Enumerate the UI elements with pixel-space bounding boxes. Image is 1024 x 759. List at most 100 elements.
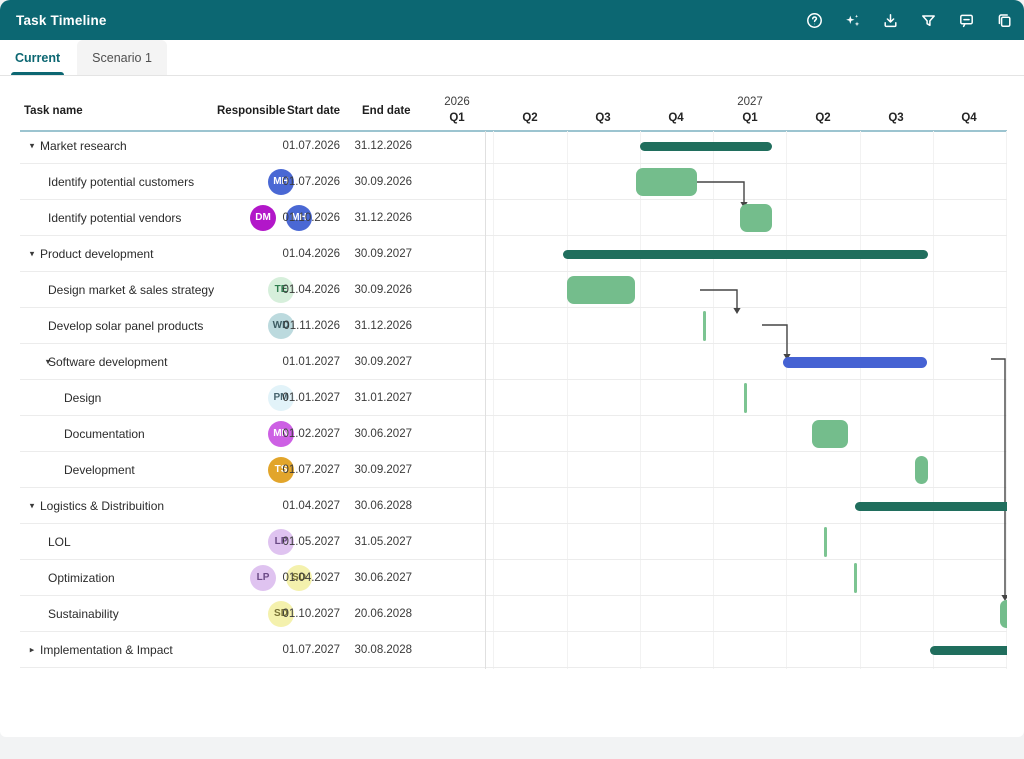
- gantt-bar[interactable]: [854, 563, 857, 593]
- gantt-bar[interactable]: [1000, 600, 1007, 628]
- task-name: Documentation: [64, 426, 145, 441]
- start-date: 01.04.2026: [282, 247, 340, 260]
- end-date: 30.08.2028: [354, 643, 412, 656]
- help-icon[interactable]: [805, 11, 824, 30]
- table-row[interactable]: ▸ Implementation & Impact 01.07.2027 30.08.…: [20, 632, 1007, 668]
- table-row[interactable]: Sustainability SD 01.10.2027 20.06.2028: [20, 596, 1007, 632]
- task-name: Identify potential customers: [48, 174, 195, 189]
- quarter-gridline: [713, 131, 714, 669]
- gantt-bar[interactable]: [855, 501, 1007, 511]
- table-row[interactable]: ▾ Software development 01.01.2027 30.09.202…: [20, 344, 1007, 380]
- gantt-bar[interactable]: [703, 311, 706, 341]
- table-chart-divider: [485, 131, 486, 669]
- table-row[interactable]: Develop solar panel products WD 01.11.2026…: [20, 308, 1007, 344]
- gantt-bar[interactable]: [636, 168, 697, 196]
- quarter-gridline: [933, 131, 934, 669]
- avatar: LP: [250, 564, 276, 591]
- task-name: Design market & sales strategy: [48, 282, 215, 297]
- filter-icon[interactable]: [919, 11, 938, 30]
- end-date: 30.09.2026: [354, 283, 412, 296]
- table-row[interactable]: ▾ Logistics & Distribuition 01.04.2027 30.0…: [20, 488, 1007, 524]
- table-row[interactable]: Optimization LP SD 01.04.2027 30.06.2027: [20, 560, 1007, 596]
- ai-sparkles-icon[interactable]: [843, 11, 862, 30]
- gantt-bar[interactable]: [567, 276, 635, 304]
- start-date: 01.01.2027: [282, 355, 340, 368]
- page-title: Task Timeline: [16, 12, 107, 28]
- collapse-caret-icon[interactable]: ▾: [29, 140, 35, 150]
- start-date: 01.10.2027: [282, 607, 340, 620]
- collapse-caret-icon[interactable]: ▾: [29, 248, 35, 258]
- download-icon[interactable]: [881, 11, 900, 30]
- collapse-caret-icon[interactable]: ▾: [45, 356, 51, 366]
- gantt-bar[interactable]: [930, 645, 1007, 655]
- column-header-end-date: End date: [362, 105, 411, 117]
- toolbar: [805, 11, 1014, 30]
- app-header: Task Timeline: [0, 0, 1024, 40]
- table-row[interactable]: Documentation MN 01.02.2027 30.06.2027: [20, 416, 1007, 452]
- copy-icon[interactable]: [995, 11, 1014, 30]
- start-date: 01.07.2027: [282, 643, 340, 656]
- start-date: 01.10.2026: [282, 211, 340, 224]
- table-row[interactable]: Design PM 01.01.2027 31.01.2027: [20, 380, 1007, 416]
- timeline-quarter-label: Q4: [668, 112, 684, 124]
- expand-caret-icon[interactable]: ▸: [29, 644, 35, 654]
- avatar: DM: [250, 204, 276, 231]
- end-date: 30.06.2027: [354, 571, 412, 584]
- end-date: 30.06.2027: [354, 427, 412, 440]
- avatar: TE: [268, 276, 294, 303]
- scenario-tabs: Current Scenario 1: [0, 40, 1024, 76]
- table-row[interactable]: Development TS 01.07.2027 30.09.2027: [20, 452, 1007, 488]
- connector-line: [991, 358, 1006, 596]
- avatar: WD: [268, 312, 294, 339]
- avatar: MH: [268, 168, 294, 195]
- timeline-quarter-label: Q4: [961, 112, 977, 124]
- end-date: 31.12.2026: [354, 211, 412, 224]
- table-row[interactable]: ▾ Market research 01.07.2026 31.12.2026: [20, 128, 1007, 164]
- avatar: PM: [268, 384, 294, 411]
- table-row[interactable]: LOL LP 01.05.2027 31.05.2027: [20, 524, 1007, 560]
- task-name: Sustainability: [48, 606, 119, 621]
- table-row[interactable]: Identify potential customers MH 01.07.2026…: [20, 164, 1007, 200]
- quarter-gridline: [493, 131, 494, 669]
- quarter-gridline: [860, 131, 861, 669]
- gantt-bar[interactable]: [640, 141, 772, 151]
- gantt-chart: [486, 128, 1007, 669]
- table-row[interactable]: Identify potential vendors DM MH 01.10.2026…: [20, 200, 1007, 236]
- gantt-bar[interactable]: [744, 383, 747, 413]
- start-date: 01.02.2027: [282, 427, 340, 440]
- connector-line: [700, 289, 738, 309]
- start-date: 01.04.2027: [282, 571, 340, 584]
- timeline-quarter-label: Q1: [449, 112, 465, 124]
- timeline-year-label: 2026: [444, 96, 470, 108]
- quarter-gridline: [640, 131, 641, 669]
- end-date: 31.05.2027: [354, 535, 412, 548]
- table-row[interactable]: ▾ Product development 01.04.2026 30.09.2027: [20, 236, 1007, 272]
- start-date: 01.04.2027: [282, 499, 340, 512]
- gantt-bar[interactable]: [812, 420, 848, 448]
- gantt-bar[interactable]: [824, 527, 827, 557]
- gantt-bar[interactable]: [740, 204, 772, 232]
- start-date: 01.11.2026: [283, 319, 340, 332]
- gantt-bar[interactable]: [563, 249, 928, 259]
- collapse-caret-icon[interactable]: ▾: [29, 500, 35, 510]
- end-date: 31.12.2026: [354, 139, 412, 152]
- quarter-gridline: [567, 131, 568, 669]
- task-name: Development: [64, 462, 135, 477]
- comment-icon[interactable]: [957, 11, 976, 30]
- task-timeline-window: Task Timeline Current: [0, 0, 1024, 737]
- gantt-bar[interactable]: [915, 456, 928, 484]
- tab-scenario-1[interactable]: Scenario 1: [77, 40, 167, 75]
- timeline-quarter-label: Q1: [742, 112, 758, 124]
- avatar: MH: [286, 204, 312, 231]
- avatar: LP: [268, 528, 294, 555]
- task-name: Design: [64, 390, 102, 405]
- end-date: 30.09.2026: [354, 175, 412, 188]
- avatar: MN: [268, 420, 294, 447]
- task-name: Develop solar panel products: [48, 318, 204, 333]
- end-date: 31.12.2026: [354, 319, 412, 332]
- task-name: Product development: [40, 246, 154, 261]
- table-row[interactable]: Design market & sales strategy TE 01.04.20…: [20, 272, 1007, 308]
- gantt-bar[interactable]: [783, 356, 927, 368]
- tab-current[interactable]: Current: [0, 40, 75, 75]
- timeline-quarter-label: Q3: [888, 112, 904, 124]
